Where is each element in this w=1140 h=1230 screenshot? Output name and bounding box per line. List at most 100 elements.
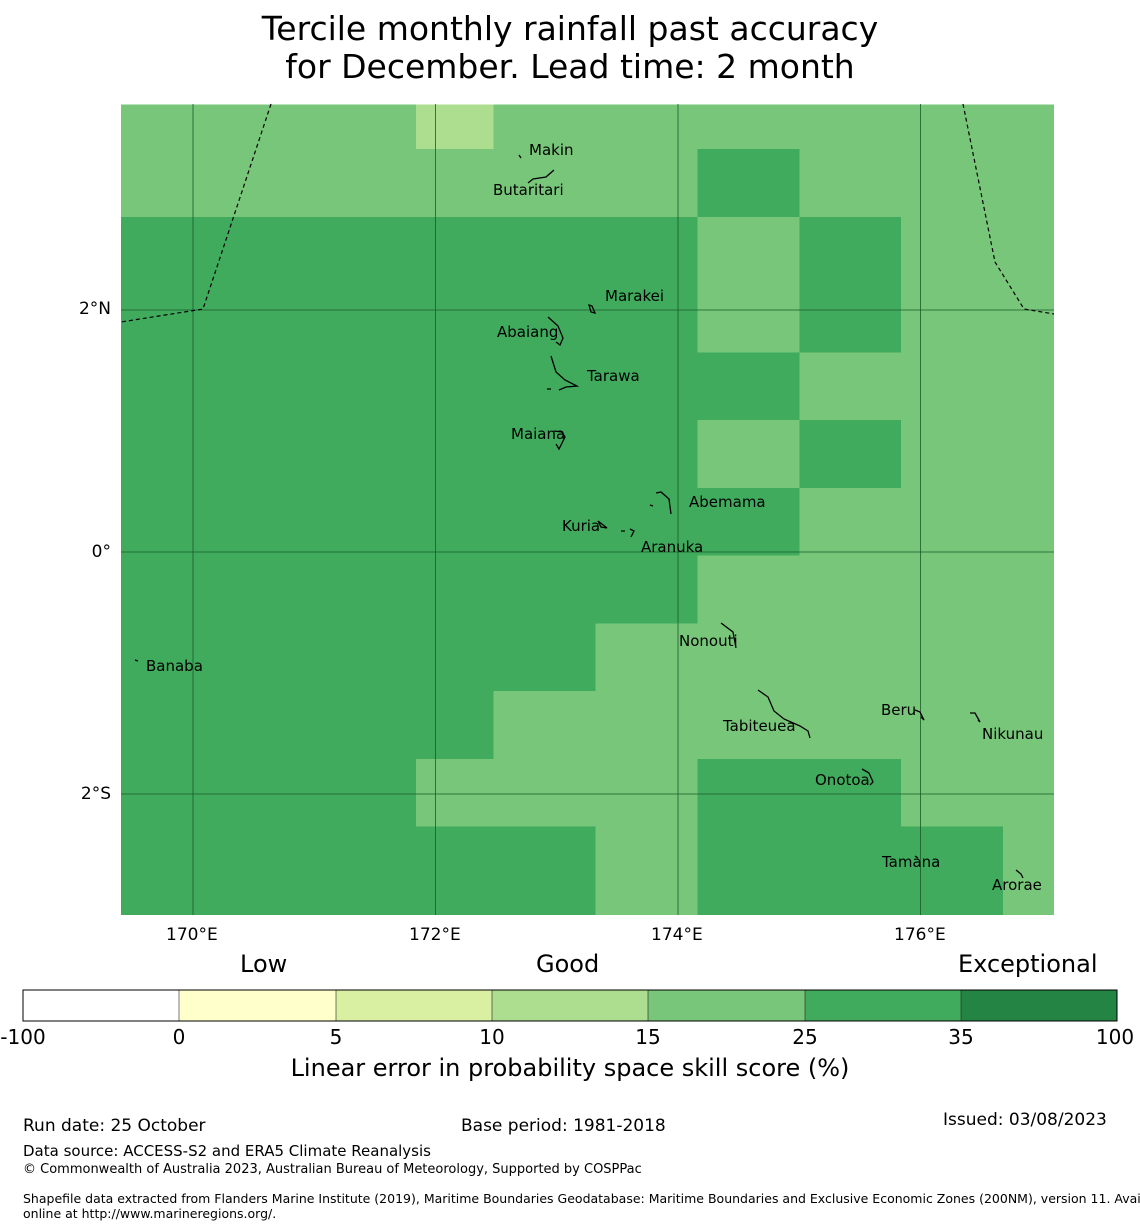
grid-cell	[901, 284, 1003, 353]
lat-label-2n: 2°N	[78, 299, 111, 319]
colorbar-tick: -100	[0, 1025, 46, 1049]
grid-cell	[697, 826, 800, 895]
island-label-butaritari: Butaritari	[493, 181, 564, 199]
grid-cell	[595, 352, 698, 421]
grid-cell	[493, 487, 596, 556]
grid-cell	[595, 623, 698, 692]
grid-cell	[1002, 352, 1054, 421]
grid-cell	[697, 894, 800, 915]
island-label-abaiang: Abaiang	[497, 323, 558, 341]
island-outline-abemama	[649, 491, 672, 515]
grid-cell	[416, 149, 494, 217]
grid-cell	[265, 149, 417, 217]
grid-cell	[799, 352, 902, 421]
colorbar-swatch	[492, 990, 648, 1021]
grid-cell	[265, 352, 417, 421]
grid-cell	[416, 555, 494, 624]
copyright: © Commonwealth of Australia 2023, Austra…	[23, 1162, 642, 1177]
grid-cell	[595, 420, 698, 488]
grid-cell	[265, 894, 417, 915]
colorbar-category-low: Low	[240, 950, 288, 978]
island-label-beru: Beru	[881, 701, 916, 719]
grid-cell	[416, 623, 494, 692]
grid-cell	[265, 826, 417, 895]
island-label-nikunau: Nikunau	[982, 725, 1043, 743]
colorbar-frame	[22, 989, 1118, 1022]
grid-cell	[697, 487, 800, 556]
grid-cell	[1002, 894, 1054, 915]
island-outline-aranuka	[621, 528, 635, 538]
colorbar-tick: 25	[792, 1025, 818, 1049]
grid-cell	[697, 104, 800, 150]
island-outline-kuria	[597, 520, 608, 529]
grid-cell	[697, 284, 800, 353]
grid-cell	[1002, 104, 1054, 150]
grid-cell	[416, 894, 494, 915]
grid-cell	[1002, 487, 1054, 556]
grid-cell	[1002, 216, 1054, 285]
grid-cell	[901, 216, 1003, 285]
grid-cell	[799, 487, 902, 556]
island-label-makin: Makin	[529, 141, 574, 159]
grid-cell	[1002, 555, 1054, 624]
grid-cell	[799, 623, 902, 692]
grid-cell	[493, 352, 596, 421]
island-label-abemama: Abemama	[689, 493, 766, 511]
grid-cell	[901, 352, 1003, 421]
grid-cell	[493, 894, 596, 915]
grid-cell	[901, 826, 1003, 895]
grid-cell	[697, 758, 800, 827]
grid-cell	[493, 149, 596, 217]
grid-cell	[493, 104, 596, 150]
island-outline-abaiang	[547, 316, 564, 347]
lon-label-176e: 176°E	[894, 925, 946, 945]
eez-boundaries	[120, 103, 1055, 323]
grid-cell	[799, 104, 902, 150]
grid-cell	[901, 691, 1003, 759]
run-date: Run date: 25 October	[23, 1116, 206, 1136]
grid-cell	[595, 216, 698, 285]
colorbar-category-good: Good	[536, 950, 600, 978]
grid-cell	[595, 555, 698, 624]
grid-cell	[901, 149, 1003, 217]
grid-cell	[901, 623, 1003, 692]
grid-cell	[697, 149, 800, 217]
island-outline-marakei	[588, 303, 597, 314]
island-outline-arorae	[1015, 869, 1024, 879]
grid-cell	[799, 826, 902, 895]
chart-title: Tercile monthly rainfall past accuracy f…	[0, 10, 1140, 86]
colorbar-tick: 15	[635, 1025, 661, 1049]
grid-cell	[493, 826, 596, 895]
title-line-2: for December. Lead time: 2 month	[285, 47, 855, 86]
grid-cell	[416, 104, 494, 150]
grid-cell	[493, 284, 596, 353]
grid-cell	[265, 758, 417, 827]
grid-cell	[493, 555, 596, 624]
grid-cell	[901, 104, 1003, 150]
grid-cell	[416, 284, 494, 353]
grid-cell	[265, 691, 417, 759]
grid-cell	[265, 216, 417, 285]
grid-cell	[799, 284, 902, 353]
skill-grid	[121, 104, 1054, 915]
island-label-onotoa: Onotoa	[815, 771, 870, 789]
grid-cell	[799, 420, 902, 488]
grid-cell	[1002, 826, 1054, 895]
grid-cell	[595, 487, 698, 556]
grid-cell	[799, 758, 902, 827]
grid-cell	[901, 758, 1003, 827]
island-label-tarawa: Tarawa	[586, 367, 640, 385]
grid-cell	[265, 623, 417, 692]
grid-cell	[1002, 691, 1054, 759]
island-label-arorae: Arorae	[992, 876, 1042, 894]
island-outline-banaba	[134, 659, 139, 662]
island-label-kuria: Kuria	[562, 517, 600, 535]
colorbar-swatch	[336, 990, 492, 1021]
island-outline-nonouti	[720, 622, 737, 649]
grid-cell	[1002, 758, 1054, 827]
grid-cell	[697, 555, 800, 624]
grid-cell	[1002, 284, 1054, 353]
lon-label-172e: 172°E	[409, 925, 461, 945]
title-line-1: Tercile monthly rainfall past accuracy	[261, 9, 879, 48]
grid-cell	[595, 284, 698, 353]
